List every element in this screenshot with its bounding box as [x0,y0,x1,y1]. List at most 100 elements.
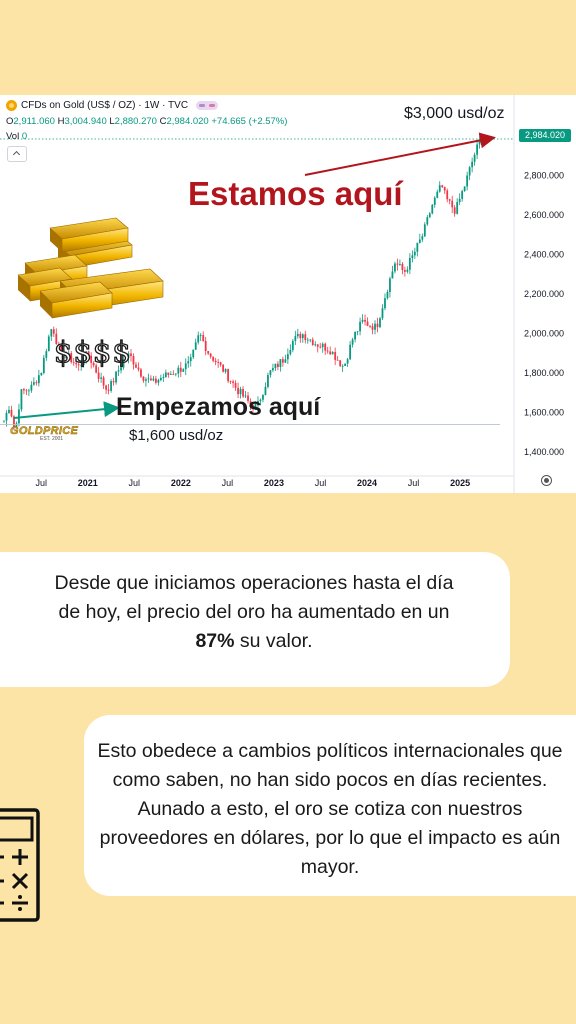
candle-body [35,382,38,384]
candle-body [159,377,162,381]
candle-body [369,325,371,327]
candle-body [299,333,302,339]
candle-body [334,351,337,360]
candle-body [130,353,132,357]
candle-body [304,334,307,340]
y-tick-label: 1,800.000 [524,368,564,378]
candle-body [3,420,5,422]
candle-body [331,351,334,355]
candle-body [321,343,324,348]
x-tick-label: 2022 [171,478,191,488]
growth-percent: 87% [195,630,235,652]
candle-body [476,144,478,155]
candle-body [209,353,212,357]
candle-body [169,373,172,375]
candle-body [252,404,254,409]
candle-body [120,367,122,371]
candle-body [10,409,13,417]
candle-body [80,365,83,366]
candle-body [42,357,45,373]
candle-body [438,185,441,192]
candle-body [97,372,100,379]
target-price-label: $3,000 usd/oz [404,105,505,122]
candle-body [189,357,192,362]
candle-body [150,378,152,381]
candle-body [274,363,277,369]
target-arrow [304,132,496,176]
candle-body [217,362,220,363]
candle-body [47,336,50,352]
candle-body [374,323,376,330]
indicator-toggle-icon[interactable] [196,101,219,110]
candle-body [344,363,347,366]
candle-body [423,224,426,237]
candle-body [394,263,396,272]
candle-body [135,364,137,368]
candle-body [262,394,264,400]
chart-header: CFDs on Gold (US$ / OZ) · 1W · TVC [6,100,219,111]
instrument-title: CFDs on Gold (US$ / OZ) · 1W · TVC [21,100,189,111]
candle-body [8,409,10,413]
candle-body [105,385,107,390]
candle-body [237,387,239,395]
candle-body [366,321,369,326]
candle-body [132,356,135,365]
candle-body [219,362,222,365]
candle-body [413,251,416,256]
candle-body [291,340,294,350]
candle-body [376,323,379,328]
price-change: +74.665 (+2.57%) [211,116,288,127]
candle-body [70,353,73,363]
candle-body [125,357,127,360]
settings-icon[interactable] [541,475,552,486]
candle-body [224,369,227,372]
candle-body [396,263,399,265]
explanation-card: Esto obedece a cambios políticos interna… [84,715,576,896]
candle-body [264,386,267,395]
y-tick-label: 2,000.000 [524,329,564,339]
candle-body [177,367,180,374]
candle-body [167,372,170,375]
candle-body [451,200,454,208]
candle-body [162,377,165,378]
candle-body [351,339,354,345]
candle-body [152,378,155,381]
candle-body [339,360,342,367]
x-tick-label: 2021 [78,478,98,488]
candle-body [32,382,35,385]
volume-readout: Vol 0 [6,131,28,142]
candle-body [306,339,309,341]
candle-body [349,344,352,360]
candle-body [30,384,33,391]
start-arrow [13,401,120,419]
calculator-icon [0,808,40,922]
goldprice-logo: GOLDPRICE EST. 2001 [10,425,79,442]
money-sign: $$$$ [53,334,132,369]
candle-body [418,239,421,243]
collapse-button[interactable] [7,146,27,162]
candle-body [45,351,48,358]
candle-body [187,361,190,364]
candle-body [314,344,317,346]
candle-body [466,175,469,187]
growth-line-1: Desde que iniciamos operaciones hasta el… [54,572,454,594]
candle-body [259,399,262,401]
candle-body [117,370,120,372]
candle-body [272,368,274,371]
candle-body [426,217,429,225]
candle-body [95,365,98,373]
candle-body [244,395,247,397]
x-tick-label: Jul [222,478,234,488]
candle-body [416,242,419,252]
candle-body [107,389,110,391]
candle-body [267,375,269,387]
candle-body [421,236,424,240]
candle-body [110,381,112,391]
candle-body [458,198,461,202]
y-tick-label: 2,800.000 [524,170,564,180]
candle-body [341,365,344,367]
candle-body [257,400,259,404]
x-tick-label: Jul [35,478,47,488]
candle-body [408,257,411,270]
candle-body [172,373,175,375]
